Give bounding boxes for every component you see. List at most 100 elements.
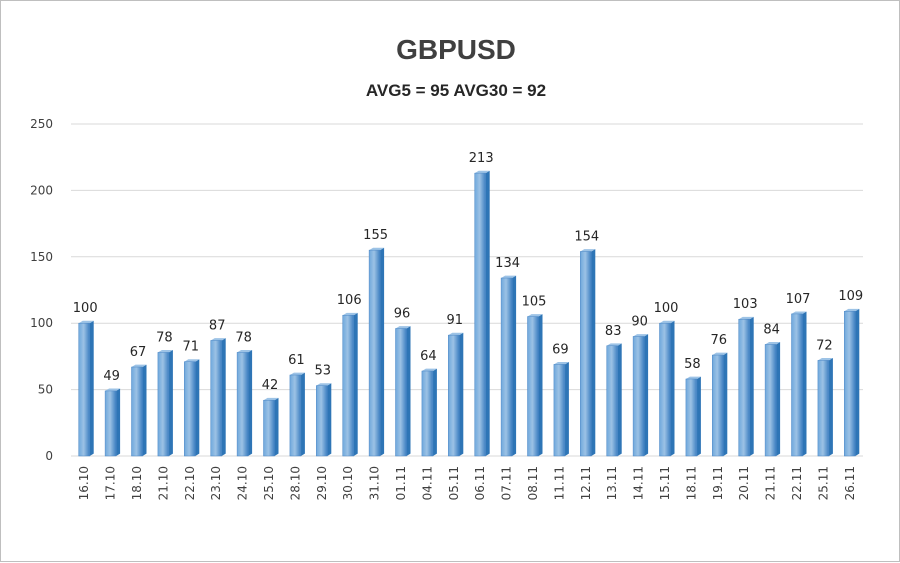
y-tick-label: 200 (30, 183, 53, 197)
x-tick-label: 14.11 (632, 466, 646, 500)
bar (553, 361, 569, 457)
data-label: 100 (73, 301, 98, 316)
x-tick-label: 06.11 (473, 466, 487, 500)
data-label: 76 (711, 333, 728, 348)
bar (131, 364, 147, 457)
x-tick-label: 25.10 (262, 466, 276, 500)
bars (78, 170, 860, 457)
data-label: 105 (522, 295, 547, 310)
data-label: 49 (103, 369, 120, 384)
bar (263, 397, 279, 457)
bar (368, 247, 385, 457)
data-label: 64 (420, 349, 437, 364)
data-label: 83 (605, 324, 622, 339)
bar (342, 312, 358, 457)
x-tick-label: 23.10 (209, 466, 223, 500)
data-label: 91 (447, 313, 464, 328)
y-tick-label: 50 (38, 383, 53, 397)
y-tick-label: 0 (45, 449, 53, 463)
x-tick-label: 15.11 (658, 466, 672, 500)
x-tick-label: 31.10 (368, 466, 382, 500)
data-label: 134 (495, 256, 520, 271)
y-tick-label: 150 (30, 250, 53, 264)
data-label: 100 (654, 301, 679, 316)
chart-subtitle: AVG5 = 95 AVG30 = 92 (366, 81, 546, 100)
x-tick-label: 21.11 (764, 466, 778, 500)
data-label: 109 (838, 289, 863, 304)
data-label: 155 (363, 228, 388, 243)
bar (764, 342, 781, 457)
data-label: 107 (786, 292, 811, 307)
data-label: 154 (574, 229, 599, 244)
x-tick-label: 22.11 (790, 466, 804, 500)
data-label: 103 (733, 297, 758, 312)
x-tick-label: 18.10 (130, 466, 144, 500)
bar (236, 350, 253, 457)
x-tick-label: 28.10 (288, 466, 302, 500)
data-label: 213 (469, 151, 494, 166)
bar (474, 170, 490, 457)
bar (104, 388, 121, 457)
data-label: 67 (130, 345, 147, 360)
bar (78, 320, 94, 457)
bar (712, 352, 728, 457)
bar (738, 316, 754, 457)
x-tick-label: 16.10 (77, 466, 91, 500)
data-label: 58 (684, 357, 701, 372)
data-label: 61 (288, 353, 305, 368)
x-tick-label: 20.11 (737, 466, 751, 500)
y-tick-label: 250 (30, 117, 53, 131)
x-tick-label: 22.10 (183, 466, 197, 500)
x-tick-label: 19.11 (711, 466, 725, 500)
data-label: 90 (631, 314, 648, 329)
bar (395, 326, 411, 457)
gridlines (71, 123, 863, 457)
bar (817, 357, 833, 457)
data-label: 78 (156, 330, 173, 345)
x-tick-label: 08.11 (526, 466, 540, 500)
x-axis-ticks: 16.10 17.10 18.10 21.10 22.10 23.10 24.10 25.10… (77, 466, 857, 500)
bar (685, 376, 701, 457)
y-axis-ticks: 0 50 100 150 200 250 (30, 117, 53, 463)
x-tick-label: 29.10 (315, 466, 329, 500)
data-label: 78 (235, 330, 252, 345)
bar (289, 372, 305, 457)
bar (844, 308, 860, 457)
x-tick-label: 26.11 (843, 466, 857, 500)
x-tick-label: 01.11 (394, 466, 408, 500)
bar (421, 368, 437, 457)
x-tick-label: 11.11 (552, 466, 566, 500)
bar (448, 332, 464, 457)
data-label: 69 (552, 342, 569, 357)
bar (632, 334, 649, 457)
x-tick-label: 05.11 (447, 466, 461, 500)
data-label: 84 (763, 322, 780, 337)
x-tick-label: 12.11 (579, 466, 593, 500)
data-label: 42 (262, 378, 279, 393)
x-tick-label: 18.11 (684, 466, 698, 500)
chart-title: GBPUSD (396, 34, 516, 65)
data-label: 96 (394, 307, 411, 322)
bar (157, 350, 173, 457)
x-tick-label: 17.10 (104, 466, 118, 500)
data-label: 87 (209, 318, 226, 333)
data-label: 72 (816, 338, 833, 353)
bar (659, 320, 675, 457)
x-tick-label: 21.10 (156, 466, 170, 500)
bar (184, 359, 200, 457)
data-label: 71 (183, 340, 200, 355)
bar (500, 275, 517, 457)
x-tick-label: 13.11 (605, 466, 619, 500)
x-tick-label: 07.11 (500, 466, 514, 500)
x-tick-label: 25.11 (816, 466, 830, 500)
data-labels: 100 49 67 78 71 87 78 42 61 53 106 155 96 64 91 213 134 1… (73, 151, 863, 393)
x-tick-label: 30.10 (341, 466, 355, 500)
bar (210, 338, 226, 457)
bar (580, 249, 596, 457)
y-tick-label: 100 (30, 316, 53, 330)
data-label: 106 (337, 293, 362, 308)
bar (527, 314, 543, 457)
x-tick-label: 24.10 (236, 466, 250, 500)
